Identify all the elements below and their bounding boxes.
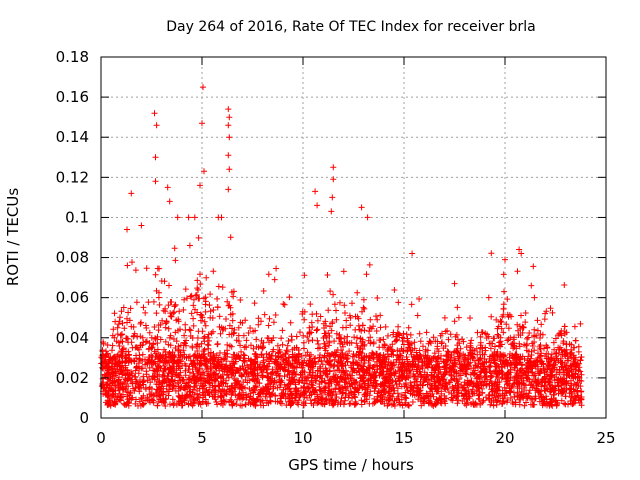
y-tick-label: 0.08 — [56, 249, 89, 267]
roti-points — [98, 84, 585, 409]
plot-frame — [100, 56, 607, 419]
y-tick-label: 0.18 — [56, 48, 89, 66]
x-tick-label: 20 — [495, 429, 514, 447]
y-tick-label: 0 — [79, 409, 89, 427]
y-tick-label: 0.14 — [56, 128, 89, 146]
chart-title: Day 264 of 2016, Rate Of TEC Index for r… — [166, 19, 535, 35]
data-points — [98, 84, 585, 409]
x-tick-label: 25 — [596, 429, 615, 447]
grid-lines — [101, 57, 606, 418]
x-axis-label: GPS time / hours — [288, 456, 414, 474]
y-tick-label: 0.06 — [56, 289, 89, 307]
y-tick-label: 0.04 — [56, 329, 89, 347]
y-tick-label: 0.1 — [65, 208, 89, 226]
y-tick-label: 0.16 — [56, 88, 89, 106]
x-tick-label: 0 — [96, 429, 106, 447]
x-tick-label: 5 — [197, 429, 207, 447]
y-tick-label: 0.02 — [56, 369, 89, 387]
axis-ticks: 0 0.02 0.04 0.06 0.08 0.1 0.12 0.14 0.16 0.18 0 5 10… — [56, 48, 616, 447]
x-tick-label: 10 — [293, 429, 312, 447]
y-tick-label: 0.12 — [56, 168, 89, 186]
x-tick-label: 15 — [394, 429, 413, 447]
y-axis-label: ROTI / TECUs — [4, 188, 22, 286]
